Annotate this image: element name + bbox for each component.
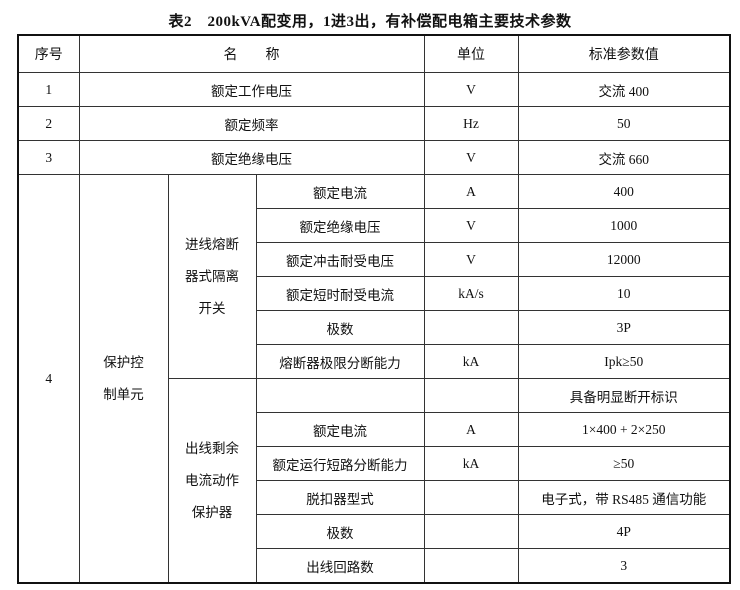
param-name: 额定运行短路分断能力 <box>255 446 425 481</box>
param-value: 4P <box>517 514 731 549</box>
param-unit <box>423 480 519 515</box>
table-row: 出线回路数 3 <box>18 548 731 584</box>
param-unit <box>423 514 519 549</box>
row-unit: Hz <box>423 106 519 141</box>
param-name: 脱扣器型式 <box>255 480 425 515</box>
header-no: 序号 <box>17 34 80 73</box>
row-unit: V <box>423 140 519 175</box>
param-value: 3 <box>517 548 731 584</box>
param-value: 10 <box>517 276 731 311</box>
param-value: 1000 <box>517 208 731 243</box>
header-row: 序号 名 称 单位 标准参数值 <box>17 34 731 73</box>
param-value: 12000 <box>517 242 731 277</box>
table-title: 表2 200kVA配变用，1进3出，有补偿配电箱主要技术参数 <box>168 14 572 30</box>
param-name: 熔断器极限分断能力 <box>255 344 425 379</box>
param-name: 出线回路数 <box>255 548 425 584</box>
param-value: 3P <box>517 310 731 345</box>
param-value: ≥50 <box>517 446 731 481</box>
param-name: 额定短时耐受电流 <box>255 276 425 311</box>
group-name: 保护控 制单元 <box>78 174 169 584</box>
row-name: 额定绝缘电压 <box>78 140 425 175</box>
param-unit: kA <box>423 446 519 481</box>
row-name: 额定工作电压 <box>78 72 425 107</box>
table-row: 极数 4P <box>18 514 731 549</box>
table-row: 额定运行短路分断能力 kA ≥50 <box>18 446 731 481</box>
param-value: 400 <box>517 174 731 209</box>
param-unit: A <box>423 412 519 447</box>
table-row: 2 额定频率 Hz 50 <box>17 106 731 141</box>
param-name: 极数 <box>255 514 425 549</box>
section-name: 出线剩余 电流动作 保护器 <box>167 378 257 584</box>
section-name: 进线熔断 器式隔离 开关 <box>167 174 257 379</box>
row-value: 交流 400 <box>517 72 731 107</box>
param-name: 额定电流 <box>255 412 425 447</box>
param-unit: V <box>423 208 519 243</box>
row-no: 3 <box>17 140 80 175</box>
row-value: 交流 660 <box>517 140 731 175</box>
table-row: 1 额定工作电压 V 交流 400 <box>17 72 731 107</box>
tech-params-table: 序号 名 称 单位 标准参数值 1 额定工作电压 V 交流 400 2 额定频率 Hz 50 3… <box>17 34 731 584</box>
param-name: 极数 <box>255 310 425 345</box>
table-row: 4 保护控 制单元 进线熔断 器式隔离 开关 额定电流 A 400 <box>17 174 731 584</box>
param-unit <box>423 378 519 413</box>
param-name: 额定电流 <box>255 174 425 209</box>
table-row: 出线剩余 电流动作 保护器 具备明显断开标识 <box>18 378 731 584</box>
row-unit: V <box>423 72 519 107</box>
table-row: 3 额定绝缘电压 V 交流 660 <box>17 140 731 175</box>
row-no: 1 <box>17 72 80 107</box>
param-unit: A <box>423 174 519 209</box>
table-row: 额定电流 A 1×400 + 2×250 <box>18 412 731 447</box>
header-unit: 单位 <box>423 34 519 73</box>
param-unit <box>423 548 519 584</box>
header-name: 名 称 <box>78 34 425 73</box>
table-row: 脱扣器型式 电子式，带 RS485 通信功能 <box>18 480 731 515</box>
param-value: Ipk≥50 <box>517 344 731 379</box>
param-unit: kA <box>423 344 519 379</box>
param-name: 额定绝缘电压 <box>255 208 425 243</box>
param-unit: kA/s <box>423 276 519 311</box>
header-value: 标准参数值 <box>517 34 731 73</box>
table-row: 极数 3P <box>18 310 731 345</box>
table-row: 额定绝缘电压 V 1000 <box>18 208 731 243</box>
row-no: 2 <box>17 106 80 141</box>
row-no: 4 <box>17 174 80 584</box>
table-row: 额定短时耐受电流 kA/s 10 <box>18 276 731 311</box>
param-value: 具备明显断开标识 <box>517 378 731 413</box>
param-value: 1×400 + 2×250 <box>517 412 731 447</box>
param-unit <box>423 310 519 345</box>
param-unit: V <box>423 242 519 277</box>
row-name: 额定频率 <box>78 106 425 141</box>
param-name <box>255 378 425 413</box>
param-value: 电子式，带 RS485 通信功能 <box>517 480 731 515</box>
param-name: 额定冲击耐受电压 <box>255 242 425 277</box>
row-value: 50 <box>517 106 731 141</box>
